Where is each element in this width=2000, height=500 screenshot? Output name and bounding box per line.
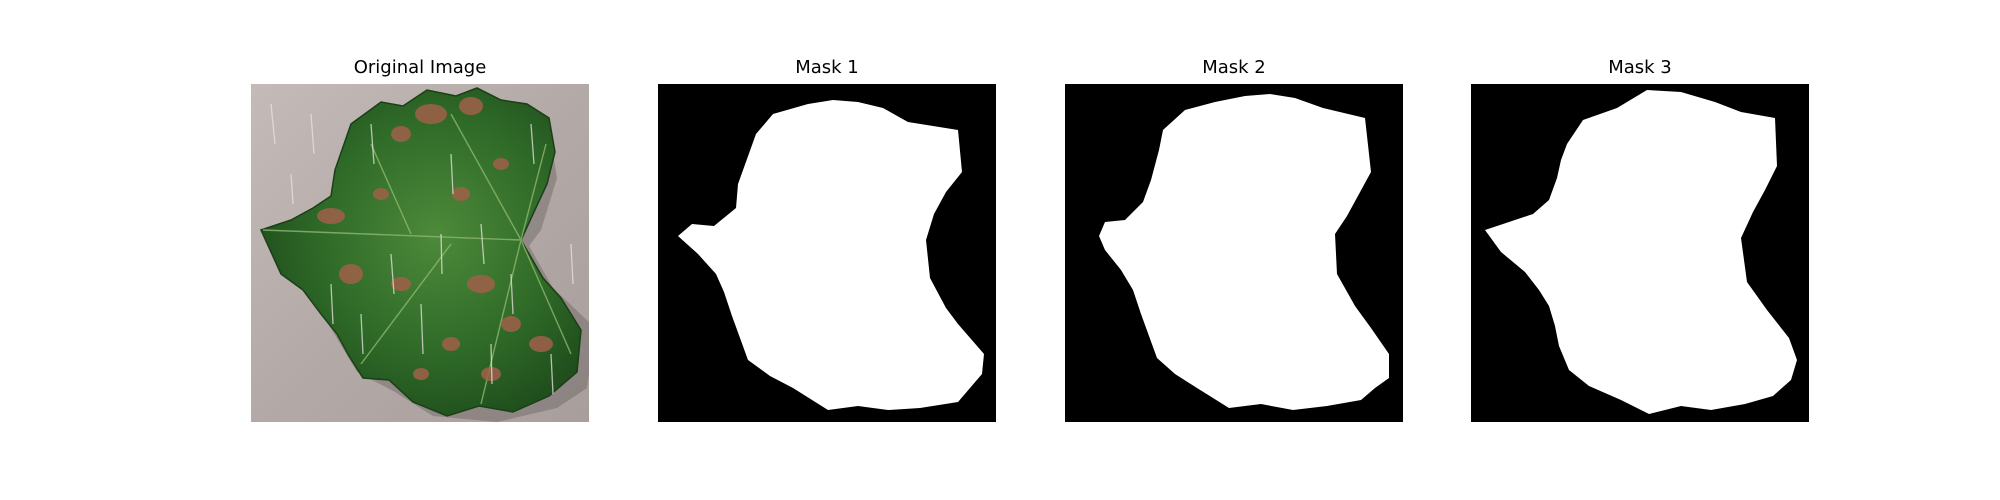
mask-2-image — [1065, 84, 1403, 422]
panel-title-original: Original Image — [353, 57, 487, 78]
panel-title-mask-3: Mask 3 — [1608, 57, 1672, 78]
mask-1-image — [658, 84, 996, 422]
mask-3-image — [1471, 84, 1809, 422]
panel-title-mask-1: Mask 1 — [795, 57, 859, 78]
panel-title-mask-2: Mask 2 — [1202, 57, 1266, 78]
original-image — [251, 84, 589, 422]
